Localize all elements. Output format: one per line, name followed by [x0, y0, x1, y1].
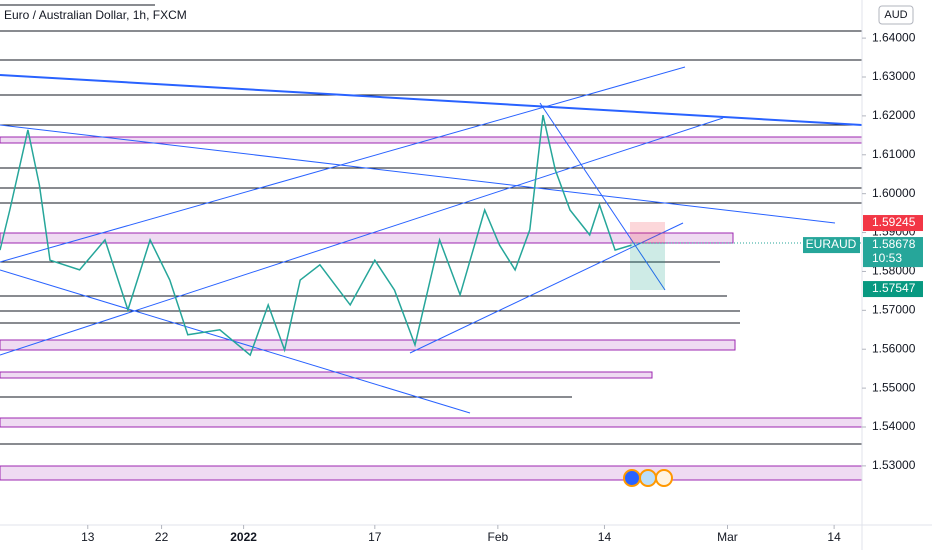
x-tick-label: 17: [368, 530, 382, 544]
y-tick-label: 1.57000: [872, 303, 916, 317]
last-price-label: 1.58678: [872, 237, 916, 251]
price-marker: [863, 281, 923, 298]
y-tick-label: 1.54000: [872, 419, 916, 433]
price-line: [0, 114, 632, 357]
y-tick-label: 1.62000: [872, 108, 916, 122]
y-tick-label: 1.58000: [872, 264, 916, 278]
countdown: 10:53: [872, 251, 902, 265]
y-tick-label: 1.61000: [872, 147, 916, 161]
currency-box[interactable]: [878, 5, 914, 25]
x-tick-label: 14: [598, 530, 612, 544]
x-tick-label: Mar: [717, 530, 738, 544]
price-marker: [863, 215, 923, 232]
last-price-box: [863, 237, 923, 268]
y-tick-label: 1.55000: [872, 380, 916, 394]
y-tick-label: 1.63000: [872, 69, 916, 83]
symbol-badge: [803, 237, 860, 254]
price-marker-label: 1.59245: [872, 215, 916, 229]
x-tick-label: 22: [155, 530, 169, 544]
chart-title: Euro / Australian Dollar, 1h, FXCM: [4, 8, 187, 22]
x-tick-label: 2022: [230, 530, 257, 544]
y-tick-label: 1.56000: [872, 341, 916, 355]
price-marker-label: 1.57547: [872, 281, 916, 295]
y-tick-label: 1.64000: [872, 30, 916, 44]
symbol-label: EURAUD: [806, 237, 857, 251]
currency[interactable]: AUD: [884, 9, 907, 21]
x-tick-label: 14: [827, 530, 841, 544]
y-tick-label: 1.60000: [872, 186, 916, 200]
y-tick-label: 1.53000: [872, 458, 916, 472]
x-tick-label: Feb: [488, 530, 509, 544]
x-tick-label: 13: [81, 530, 95, 544]
